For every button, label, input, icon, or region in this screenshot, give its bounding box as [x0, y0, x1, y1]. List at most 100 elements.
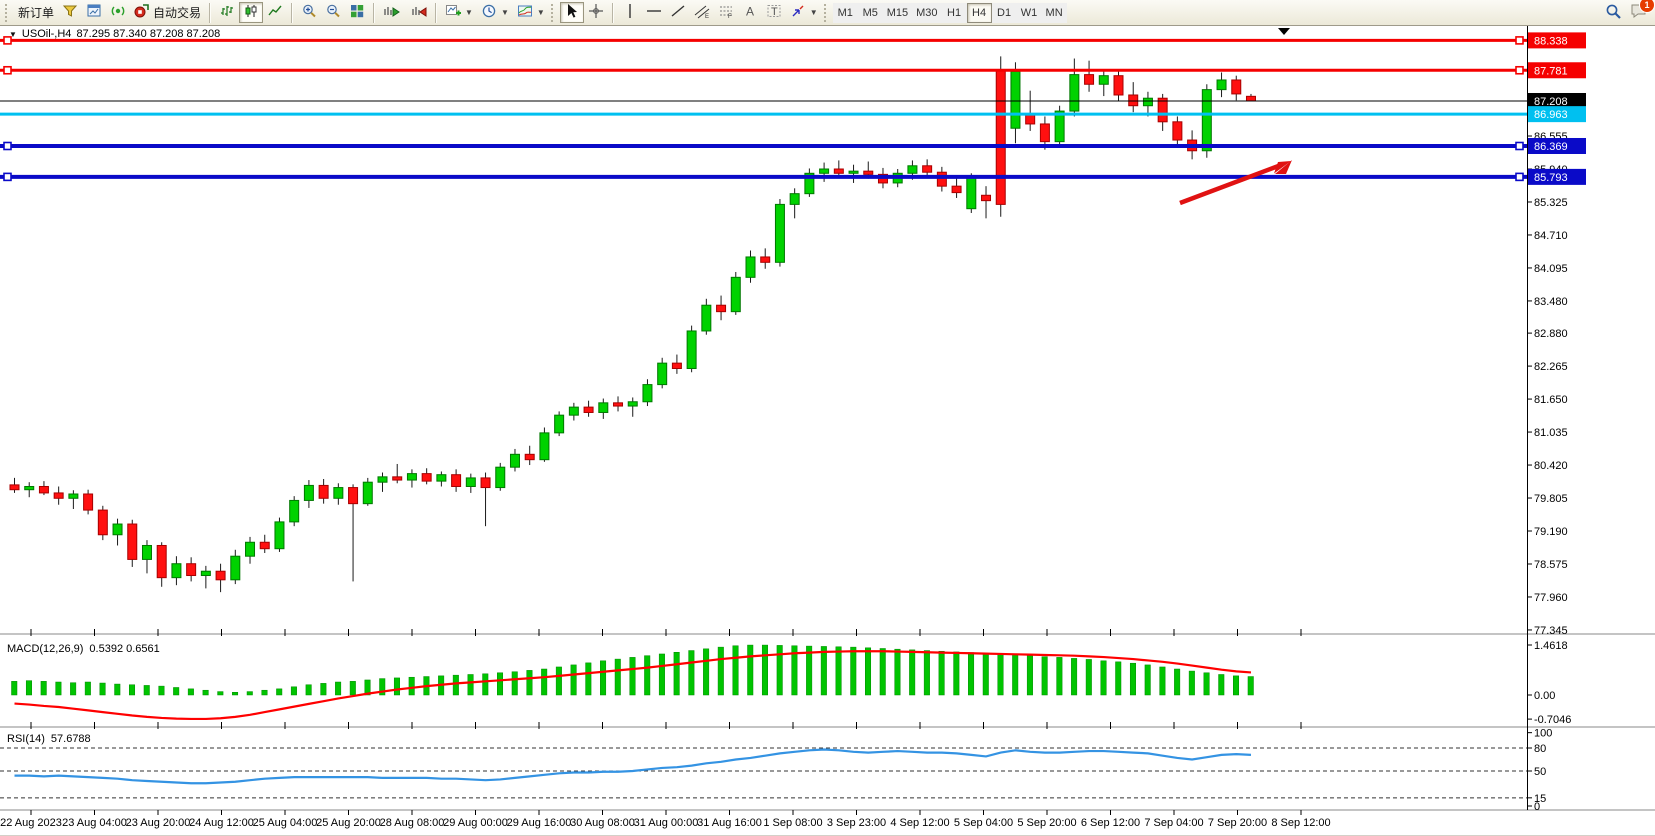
macd-histogram-bar: [158, 685, 165, 696]
macd-histogram-bar: [497, 672, 504, 696]
zoom-in-icon: [301, 3, 317, 22]
new-order-button[interactable]: 新订单: [14, 2, 58, 23]
svg-text:8 Sep 12:00: 8 Sep 12:00: [1271, 817, 1330, 829]
chart-window[interactable]: 86.55585.94085.32584.71084.09583.48082.8…: [0, 25, 1655, 835]
chart-canvas[interactable]: 86.55585.94085.32584.71084.09583.48082.8…: [0, 25, 1655, 835]
label-tool-button[interactable]: T: [762, 2, 786, 23]
timeframe-H4[interactable]: H4: [966, 2, 992, 23]
timeframe-D1[interactable]: D1: [991, 2, 1017, 23]
search-icon: [1605, 3, 1622, 23]
toolbar-separator: [611, 2, 614, 23]
cursor-tool-button[interactable]: [559, 2, 584, 23]
candle: [1128, 94, 1139, 107]
autotrading-button[interactable]: 自动交易: [130, 2, 205, 23]
macd-histogram-bar: [923, 650, 930, 696]
bar-chart-button[interactable]: [215, 2, 239, 23]
macd-histogram-bar: [865, 647, 872, 696]
chart-symbol-period: USOil-,H4: [21, 28, 72, 40]
candle: [539, 432, 550, 461]
timeframe-M1[interactable]: M1: [832, 2, 858, 23]
resistance-line-1-handle[interactable]: [3, 36, 12, 45]
svg-text:0.00: 0.00: [1534, 690, 1555, 702]
macd-histogram-bar: [658, 653, 665, 696]
svg-text:-0.7046: -0.7046: [1534, 714, 1571, 726]
macd-histogram-bar: [1012, 654, 1019, 696]
vertical-line-tool-button[interactable]: [618, 2, 642, 23]
macd-histogram-bar: [217, 691, 224, 696]
toolbar-grip[interactable]: [5, 3, 10, 22]
candle: [1113, 75, 1124, 96]
svg-text:88.338: 88.338: [1534, 35, 1568, 47]
candle: [1098, 75, 1109, 85]
resistance-line-2-handle[interactable]: [1515, 65, 1524, 75]
timeframe-M15[interactable]: M15: [882, 2, 913, 23]
toolbar-grip[interactable]: [550, 3, 556, 22]
market-watch-button[interactable]: [58, 2, 82, 23]
svg-text:T: T: [771, 6, 778, 18]
candle: [966, 176, 977, 210]
candle: [1025, 114, 1036, 125]
channel-tool-button[interactable]: E: [690, 2, 714, 23]
macd-histogram-bar: [25, 680, 32, 696]
svg-text:82.880: 82.880: [1534, 328, 1568, 340]
signals-button[interactable]: [106, 2, 130, 23]
macd-histogram-bar: [776, 645, 783, 696]
fibonacci-tool-button[interactable]: F: [714, 2, 738, 23]
timeframe-MN[interactable]: MN: [1041, 2, 1067, 23]
indicators-button[interactable]: ▼: [441, 2, 477, 23]
line-chart-button[interactable]: [263, 2, 287, 23]
resistance-line-1-handle[interactable]: [1515, 36, 1524, 45]
fibonacci-icon: F: [718, 3, 734, 22]
resistance-line-2-handle[interactable]: [3, 65, 12, 75]
support-line-cyan-price-label: [1528, 106, 1586, 123]
svg-text:86.963: 86.963: [1534, 109, 1568, 121]
svg-text:87.208: 87.208: [1534, 96, 1568, 108]
crosshair-icon: [588, 3, 604, 22]
macd-histogram-bar: [11, 681, 18, 696]
search-button[interactable]: [1601, 2, 1626, 23]
svg-text:29 Aug 00:00: 29 Aug 00:00: [443, 817, 508, 829]
macd-histogram-bar: [1247, 676, 1254, 696]
support-line-blue-2-handle[interactable]: [1515, 172, 1524, 182]
templates-button[interactable]: ▼: [513, 2, 549, 23]
timeframe-H1[interactable]: H1: [941, 2, 967, 23]
tile-windows-button[interactable]: [345, 2, 369, 23]
cursor-icon: [564, 3, 580, 22]
auto-scroll-icon: [383, 3, 401, 22]
zoom-out-button[interactable]: [321, 2, 345, 23]
chart-shift-marker[interactable]: [1278, 28, 1290, 35]
chevron-down-icon[interactable]: ▼: [9, 29, 17, 39]
annotation-arrow-head[interactable]: [1275, 160, 1292, 174]
rsi-name: RSI(14): [7, 733, 45, 745]
toolbar-right-group: 1: [1601, 0, 1655, 24]
periods-button[interactable]: ▼: [477, 2, 513, 23]
toolbar-grip[interactable]: [823, 3, 829, 22]
macd-histogram-bar: [747, 644, 754, 696]
timeframe-M30[interactable]: M30: [912, 2, 942, 23]
support-line-blue-1-handle[interactable]: [3, 141, 12, 151]
svg-text:31 Aug 16:00: 31 Aug 16:00: [697, 817, 762, 829]
candle: [583, 406, 594, 413]
timeframe-W1[interactable]: W1: [1016, 2, 1042, 23]
svg-text:85.793: 85.793: [1534, 172, 1568, 184]
trendline-tool-button[interactable]: [666, 2, 690, 23]
crosshair-tool-button[interactable]: [584, 2, 608, 23]
horizontal-line-tool-button[interactable]: [642, 2, 666, 23]
line-chart-icon: [267, 3, 283, 22]
support-line-blue-1-handle[interactable]: [1515, 141, 1524, 151]
auto-scroll-button[interactable]: [379, 2, 405, 23]
chart-shift-button[interactable]: [405, 2, 431, 23]
terminal-window-button[interactable]: [82, 2, 106, 23]
candle: [716, 304, 727, 313]
support-line-blue-2-handle[interactable]: [3, 172, 12, 182]
notifications-button[interactable]: 1: [1630, 0, 1655, 24]
annotation-arrow-head[interactable]: [1274, 161, 1291, 174]
candlestick-chart-button[interactable]: [239, 2, 264, 23]
timeframe-M5[interactable]: M5: [857, 2, 883, 23]
arrows-tool-button[interactable]: ▼: [786, 2, 822, 23]
zoom-in-button[interactable]: [297, 2, 321, 23]
toolbar-separator: [435, 2, 438, 23]
svg-text:77.960: 77.960: [1534, 592, 1568, 604]
text-tool-button[interactable]: A: [738, 2, 762, 23]
annotation-arrow[interactable]: [1179, 162, 1282, 206]
